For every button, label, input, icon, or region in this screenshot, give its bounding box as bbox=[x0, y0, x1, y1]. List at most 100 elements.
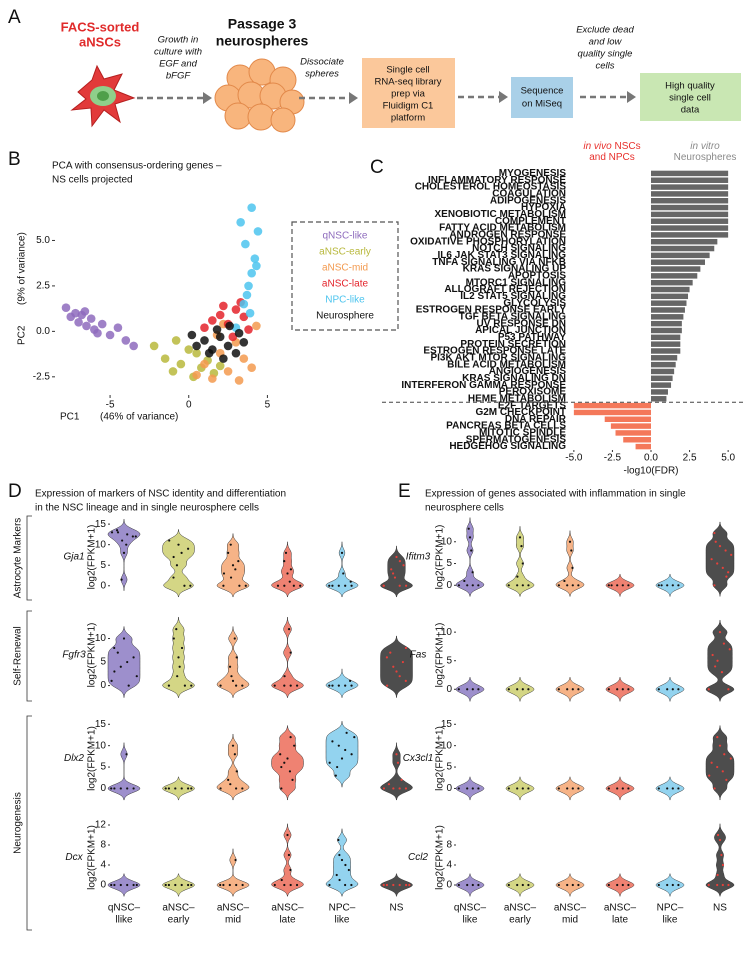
cell-point bbox=[183, 684, 186, 687]
cell-point bbox=[721, 770, 724, 773]
y-tick-label: 15 bbox=[441, 719, 453, 730]
category-label: early bbox=[168, 915, 190, 926]
category-label: llike bbox=[115, 915, 133, 926]
point bbox=[225, 321, 234, 331]
cell-point bbox=[176, 675, 179, 678]
cell-point bbox=[113, 670, 116, 673]
process-box bbox=[640, 73, 741, 121]
category-label: KRAS SIGNALING UP bbox=[463, 264, 567, 275]
y-tick-label: 4 bbox=[446, 860, 452, 871]
cell-point bbox=[348, 679, 352, 682]
cell-point bbox=[237, 560, 240, 563]
cell-point bbox=[228, 665, 232, 668]
cell-point bbox=[527, 688, 530, 691]
y-tick-label: 5 bbox=[100, 657, 106, 668]
cell-point bbox=[164, 883, 167, 887]
cell-point bbox=[577, 787, 580, 790]
cell-point bbox=[113, 883, 116, 887]
violin bbox=[107, 518, 141, 591]
point bbox=[208, 316, 217, 325]
bar bbox=[651, 225, 729, 231]
cell-point bbox=[280, 787, 283, 790]
column-header: Neurospheres bbox=[674, 152, 737, 163]
violin bbox=[107, 873, 141, 897]
cell-point bbox=[175, 628, 178, 631]
bar bbox=[651, 266, 701, 272]
x-tick-label: 5 bbox=[265, 400, 271, 411]
cell-point bbox=[621, 883, 624, 887]
cell-point bbox=[401, 660, 404, 664]
category-label: INFLAMMATORY RESPONSE bbox=[428, 175, 566, 186]
violin bbox=[107, 626, 141, 698]
y-tick-label: 0 bbox=[100, 680, 106, 691]
bar bbox=[651, 273, 698, 279]
cell-point bbox=[283, 761, 286, 764]
cell-point bbox=[457, 688, 460, 691]
x-tick-label: 5.0 bbox=[721, 453, 735, 464]
panel-title: Expression of genes associated with infl… bbox=[425, 489, 686, 500]
gene-label: Gja1 bbox=[63, 552, 84, 563]
cell-point bbox=[728, 648, 731, 651]
category-label: NPC– bbox=[657, 903, 684, 914]
cell-point bbox=[468, 536, 472, 539]
cell-point bbox=[284, 551, 288, 554]
cell-point bbox=[344, 684, 347, 687]
cell-point bbox=[132, 787, 135, 790]
bar bbox=[651, 361, 676, 368]
violin bbox=[325, 541, 359, 598]
category-label: PROTEIN SECRETION bbox=[460, 339, 566, 350]
cell-point bbox=[392, 787, 395, 790]
bar bbox=[651, 348, 681, 354]
cell-point bbox=[566, 688, 569, 691]
cell-point bbox=[350, 684, 353, 687]
category-label: qNSC– bbox=[108, 903, 141, 914]
category-label: NOTCH SIGNALING bbox=[472, 243, 566, 254]
violin bbox=[605, 573, 635, 597]
cell-point bbox=[408, 883, 411, 887]
violin bbox=[505, 677, 535, 702]
bar bbox=[651, 355, 678, 361]
cell-point bbox=[395, 670, 398, 673]
point bbox=[80, 307, 90, 316]
category-label: mid bbox=[562, 915, 578, 926]
cell-point bbox=[110, 531, 114, 534]
cell-point bbox=[716, 562, 719, 565]
category-label: ANDROGEN RESPONSE bbox=[449, 230, 566, 241]
point bbox=[245, 308, 255, 318]
violin bbox=[216, 848, 250, 897]
cell-point bbox=[677, 584, 680, 587]
category-label: PANCREAS BETA CELLS bbox=[446, 421, 566, 432]
cell-point bbox=[227, 551, 230, 554]
section-bracket bbox=[26, 715, 32, 931]
legend-entry: Neurosphere bbox=[316, 311, 374, 322]
bar bbox=[651, 293, 689, 300]
point bbox=[223, 341, 233, 351]
category-label: aNSC– bbox=[554, 903, 587, 914]
cell-point bbox=[132, 883, 135, 887]
cell-point bbox=[571, 584, 574, 587]
point bbox=[215, 310, 225, 320]
box-text: on MiSeq bbox=[522, 99, 562, 110]
cell-point bbox=[344, 863, 347, 867]
gene-label: Ccl2 bbox=[408, 852, 428, 863]
x-axis-label: (46% of variance) bbox=[100, 412, 178, 423]
bar bbox=[651, 286, 690, 293]
point bbox=[239, 312, 249, 322]
cell-point bbox=[714, 540, 717, 543]
gene-label: Dlx2 bbox=[64, 753, 84, 764]
cell-point bbox=[164, 787, 167, 790]
cell-point bbox=[167, 787, 170, 790]
category-label: IL2 STAT5 SIGNALING bbox=[460, 291, 566, 302]
cell-point bbox=[677, 883, 680, 887]
y-tick-label: 5 bbox=[100, 762, 106, 773]
cell-point bbox=[657, 883, 660, 887]
cell-point bbox=[291, 778, 294, 781]
category-label: aNSC– bbox=[162, 903, 195, 914]
y-tick-label: 15 bbox=[95, 519, 107, 530]
cell-point bbox=[727, 883, 730, 887]
category-label: HEME METABOLISM bbox=[468, 393, 566, 404]
cell-point bbox=[616, 584, 619, 587]
cell-point bbox=[219, 684, 222, 687]
y-tick-label: 0 bbox=[100, 580, 106, 591]
bar bbox=[651, 341, 681, 347]
